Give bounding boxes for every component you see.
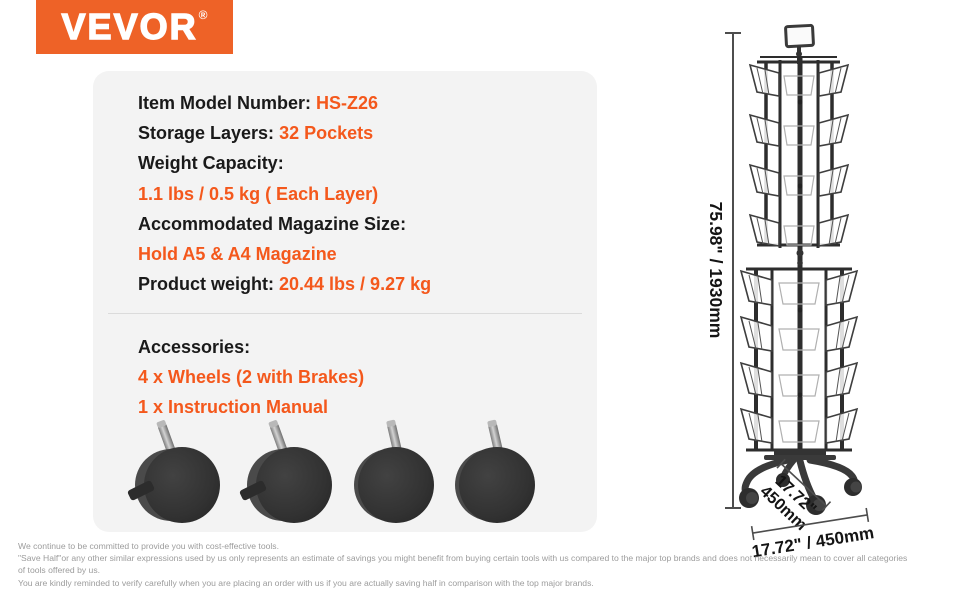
- spec-value: 20.44 lbs / 9.27 kg: [279, 274, 432, 295]
- wheel-face: [459, 447, 535, 523]
- spec-panel: Item Model Number: HS-Z26 Storage Layers…: [93, 71, 597, 532]
- spec-row-capacity-label: Weight Capacity:: [138, 148, 431, 178]
- accessory-item-manual: 1 x Instruction Manual: [138, 396, 329, 417]
- wheel-face: [144, 447, 220, 523]
- rack-pole-junction: [796, 246, 804, 270]
- vevor-logo-text: VEVOR: [61, 6, 198, 47]
- caster-wheel-image: [450, 423, 542, 524]
- rack-sign-holder: [784, 23, 815, 64]
- spec-value: 32 Pockets: [279, 123, 374, 144]
- footer-line: "Save Half"or any other similar expressi…: [18, 553, 908, 564]
- spec-row-model: Item Model Number: HS-Z26: [138, 88, 431, 118]
- height-dimension-line: [725, 32, 741, 509]
- caster-wheel-with-brake-image: [238, 423, 339, 524]
- spec-row-weight: Product weight: 20.44 lbs / 9.27 kg: [138, 269, 431, 299]
- accessories-heading: Accessories:: [138, 337, 251, 357]
- divider: [108, 313, 582, 314]
- spec-value: Hold A5 & A4 Magazine: [138, 244, 337, 265]
- height-dimension-label: 75.98" / 1930mm: [706, 202, 726, 339]
- wheel-face: [256, 447, 332, 523]
- base-caster-wheels: [739, 473, 862, 515]
- footer-line: We continue to be committed to provide y…: [18, 541, 279, 551]
- product-image-rack: 75.98" / 1930mm: [706, 23, 875, 561]
- spec-label: Accommodated Magazine Size:: [138, 213, 407, 234]
- registered-trademark-icon: ®: [198, 8, 208, 22]
- spec-value: 1.1 lbs / 0.5 kg ( Each Layer): [138, 183, 379, 204]
- spec-row-magazine-value: Hold A5 & A4 Magazine: [138, 239, 431, 269]
- accessories-list: Accessories: 4 x Wheels (2 with Brakes) …: [138, 333, 364, 422]
- spec-label: Storage Layers:: [138, 123, 280, 144]
- caster-wheel-image: [349, 423, 441, 524]
- spec-label: Weight Capacity:: [138, 153, 284, 174]
- accessory-item-wheels: 4 x Wheels (2 with Brakes): [138, 366, 365, 387]
- rack-lower-tier: [740, 267, 858, 455]
- spec-value: HS-Z26: [316, 93, 379, 113]
- spec-label: Item Model Number:: [138, 93, 317, 113]
- rack-upper-tier: [749, 56, 849, 250]
- footer-line: You are kindly reminded to verify carefu…: [18, 577, 594, 588]
- spec-row-capacity-value: 1.1 lbs / 0.5 kg ( Each Layer): [138, 179, 431, 209]
- footer-line: of tools offered by us.: [18, 565, 101, 576]
- vevor-logo: VEVOR ®: [36, 0, 233, 54]
- spec-label: Product weight:: [138, 274, 279, 295]
- caster-wheel-with-brake-image: [126, 423, 227, 524]
- spec-row-layers: Storage Layers: 32 Pockets: [138, 118, 431, 148]
- wheel-face: [358, 447, 434, 523]
- rack-base: [739, 449, 862, 515]
- footer-disclaimer: We continue to be committed to provide y…: [18, 540, 907, 589]
- spec-list: Item Model Number: HS-Z26 Storage Layers…: [138, 88, 431, 299]
- spec-row-magazine-label: Accommodated Magazine Size:: [138, 209, 431, 239]
